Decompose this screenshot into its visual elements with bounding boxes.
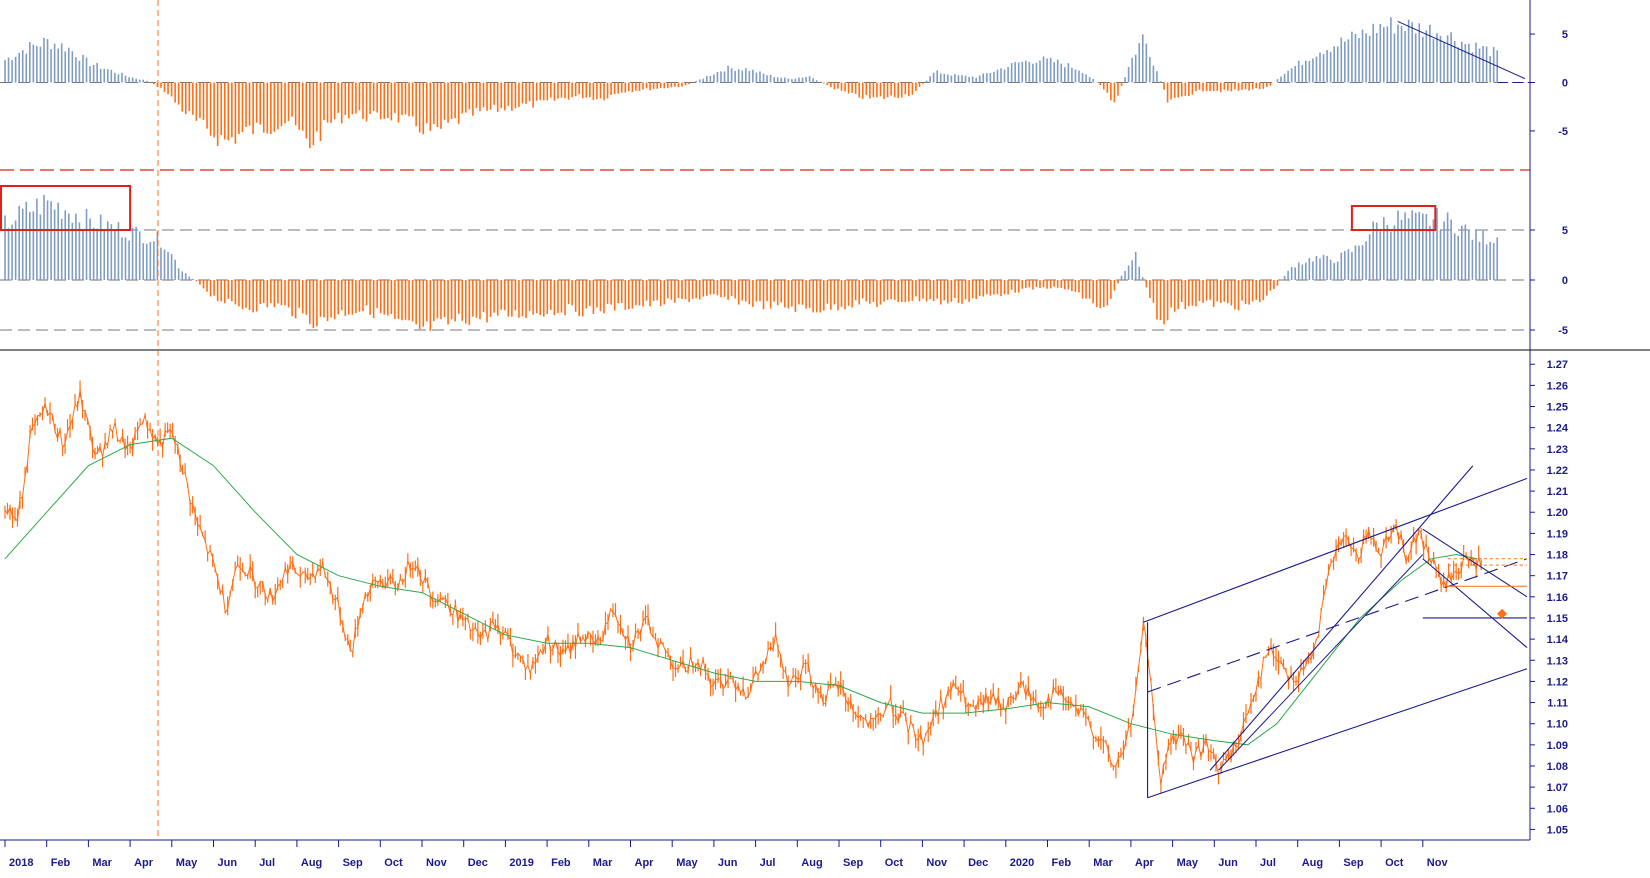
price-tick-label: 1.20 [1547,507,1568,519]
x-tick-label: Feb [551,857,571,869]
highlight-box-left [0,185,132,231]
x-tick-label: Jun [218,857,238,869]
osc2-tick-label: 5 [1562,225,1568,237]
price-tick-label: 1.22 [1547,465,1568,477]
x-tick-label: Feb [1052,857,1072,869]
x-tick-label: Sep [843,857,863,869]
price-tick-label: 1.18 [1547,550,1568,562]
osc2-tick-label: -5 [1558,325,1568,337]
price-tick-label: 1.16 [1547,592,1568,604]
x-tick-label: Nov [926,857,948,869]
x-tick-label: Nov [1427,857,1449,869]
x-tick-label: Apr [1135,857,1155,869]
x-tick-label: Jul [1260,857,1276,869]
price-tick-label: 1.21 [1547,486,1568,498]
price-tick-label: 1.15 [1547,613,1568,625]
price-tick-label: 1.11 [1547,698,1568,710]
x-tick-label: Mar [92,857,112,869]
x-tick-label: Oct [885,857,904,869]
price-tick-label: 1.23 [1547,444,1568,456]
price-tick-label: 1.13 [1547,655,1568,667]
price-tick-label: 1.27 [1547,359,1568,371]
oscillator-1-bars [4,17,1499,149]
x-tick-label: Apr [134,857,154,869]
x-tick-label: Sep [1343,857,1363,869]
price-tick-label: 1.12 [1547,676,1568,688]
oscillator-2-bars [4,194,1499,332]
x-tick-label: 2020 [1010,857,1034,869]
x-tick-label: 2019 [509,857,533,869]
price-tick-label: 1.09 [1547,740,1568,752]
x-tick-label: Dec [468,857,488,869]
axis-layer: 5 0 -5 5 0 -5 1.05 1.06 1.07 1.08 1.09 1.10 1.11 1.12… [0,0,1569,869]
osc1-trend-line [1397,21,1526,80]
down-trend-line [1422,528,1528,598]
steep-trend-line [1209,465,1474,771]
x-tick-label: 2018 [9,857,33,869]
price-tick-label: 1.25 [1547,402,1568,414]
price-tick-label: 1.05 [1547,824,1568,836]
x-tick-label: May [176,857,198,869]
price-tick-label: 1.26 [1547,380,1568,392]
osc1-tick-label: 5 [1562,29,1568,41]
channel-upper-line [1143,477,1528,623]
moving-average-line [4,437,1478,746]
diamond-marker [1497,608,1508,619]
x-tick-label: Jul [259,857,275,869]
x-tick-label: Aug [801,857,822,869]
highlight-box-right [1350,205,1437,231]
x-tick-label: Jul [760,857,776,869]
x-tick-label: Jun [718,857,738,869]
grid-layer [0,82,1650,351]
x-tick-label: Aug [301,857,322,869]
x-tick-label: May [1177,857,1199,869]
x-tick-label: Oct [1385,857,1404,869]
x-tick-label: Dec [968,857,988,869]
x-tick-label: May [676,857,698,869]
price-line [4,389,1482,786]
osc2-tick-label: 0 [1562,275,1568,287]
price-tick-label: 1.14 [1547,634,1569,646]
x-tick-label: Aug [1302,857,1323,869]
price-tick-label: 1.08 [1547,761,1568,773]
price-tick-label: 1.17 [1547,571,1568,583]
price-tick-label: 1.10 [1547,719,1568,731]
annotation-layer [0,0,1530,840]
steep-trend-line-2 [1218,554,1424,771]
price-tick-label: 1.07 [1547,782,1568,794]
price-tick-label: 1.06 [1547,803,1568,815]
price-tick-label: 1.19 [1547,528,1568,540]
x-tick-label: Mar [593,857,613,869]
x-tick-label: Jun [1218,857,1238,869]
price-layer [4,380,1482,794]
down-trend-line-2 [1422,558,1528,648]
x-tick-label: Apr [635,857,655,869]
osc1-tick-label: 0 [1562,78,1568,90]
osc1-tick-label: -5 [1558,126,1568,138]
x-tick-label: Mar [1093,857,1113,869]
channel-lower-line [1147,668,1528,799]
x-tick-label: Nov [426,857,448,869]
x-tick-label: Oct [384,857,403,869]
channel-mid-line [1147,558,1528,693]
price-tick-label: 1.24 [1547,423,1569,435]
x-tick-label: Feb [51,857,71,869]
x-tick-label: Sep [343,857,363,869]
